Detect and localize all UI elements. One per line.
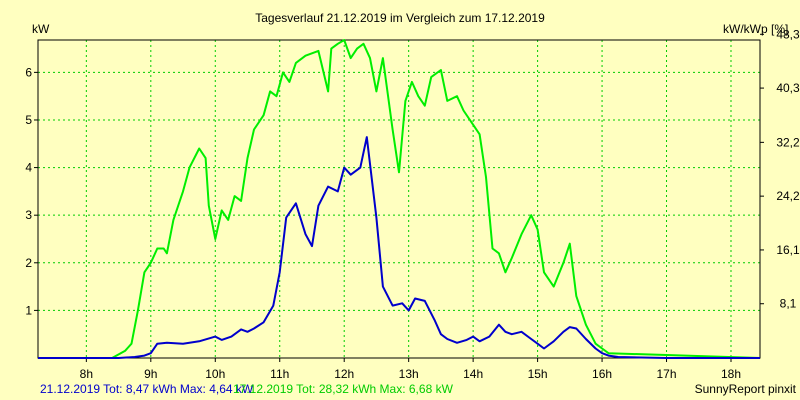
y-axis-left-label: kW	[32, 22, 50, 36]
axis-ticks: 8h 9h 10h 11h 12h 13h 14h 15h 16h 17h 18h 1 2 3 4 5 6 8,1…	[25, 27, 800, 381]
x-tick-label: 15h	[528, 367, 548, 381]
plot-frame	[37, 39, 761, 359]
data-series	[38, 39, 761, 359]
y-tick-label: 6	[25, 65, 32, 79]
y2-tick-label: 32,2	[776, 135, 800, 149]
x-tick-label: 16h	[592, 367, 612, 381]
x-tick-label: 14h	[463, 367, 483, 381]
y-tick-label: 3	[25, 208, 32, 222]
x-tick-label: 18h	[721, 367, 741, 381]
legend-series-2: 17.12.2019 Tot: 28,32 kWh Max: 6,68 kW	[233, 382, 454, 396]
y-tick-label: 2	[25, 256, 32, 270]
x-tick-label: 11h	[270, 367, 289, 381]
y-tick-label: 5	[25, 113, 32, 127]
y2-tick-label: 8,1	[780, 297, 797, 311]
y2-tick-label: 24,2	[776, 189, 800, 203]
series-line-21.12.2019	[38, 136, 760, 359]
y2-tick-label: 40,3	[776, 81, 800, 95]
x-tick-label: 9h	[144, 367, 157, 381]
credit-text: SunnyReport pinxit	[695, 382, 797, 396]
y-tick-label: 1	[25, 303, 32, 317]
legend-series-1: 21.12.2019 Tot: 8,47 kWh Max: 4,64 kW	[40, 382, 254, 396]
y-axis-right-label: kW/kWp [%]	[723, 22, 788, 36]
x-tick-label: 8h	[80, 367, 93, 381]
series-line-17.12.2019	[38, 39, 761, 359]
grid	[38, 40, 760, 358]
chart-title: Tagesverlauf 21.12.2019 im Vergleich zum…	[255, 11, 545, 25]
y2-tick-label: 48,3	[776, 27, 800, 41]
x-tick-label: 12h	[334, 367, 354, 381]
x-tick-label: 17h	[657, 367, 677, 381]
x-tick-label: 10h	[205, 367, 225, 381]
y-tick-label: 4	[25, 161, 32, 175]
x-tick-label: 13h	[399, 367, 419, 381]
y2-tick-label: 16,1	[776, 243, 800, 257]
